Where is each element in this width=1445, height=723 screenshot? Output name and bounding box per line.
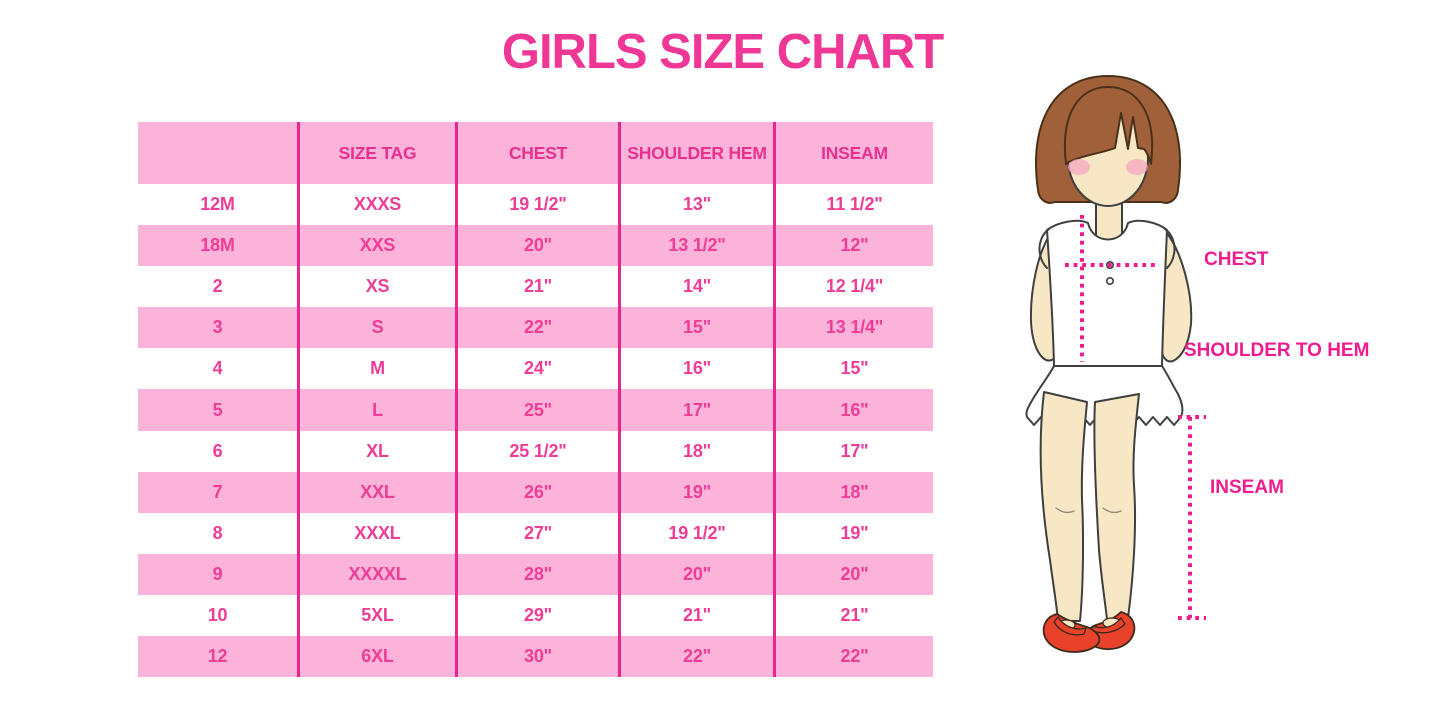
table-cell: 12 1/4" xyxy=(773,266,933,308)
table-cell: XXXS xyxy=(297,184,455,226)
table-cell: 2 xyxy=(212,276,223,297)
table-row: 9 XXXXL 28" 20" 20" xyxy=(138,553,933,595)
blush-right xyxy=(1126,159,1148,175)
table-cell: 6XL xyxy=(297,636,455,678)
table-cell: 12" xyxy=(773,225,933,267)
table-cell: 14" xyxy=(618,266,773,308)
table-cell: 26" xyxy=(455,471,618,513)
blush-left xyxy=(1068,159,1090,175)
header-cell-blank xyxy=(138,122,297,184)
table-cell: 13 1/4" xyxy=(773,307,933,349)
table-cell: 22" xyxy=(455,307,618,349)
table-row: 10 5XL 29" 21" 21" xyxy=(138,594,933,637)
table-cell: XL xyxy=(297,430,455,472)
table-cell: M xyxy=(297,348,455,390)
table-cell: 22" xyxy=(773,636,933,678)
table-cell: 12 xyxy=(207,646,228,667)
girl-measurement-illustration xyxy=(1025,75,1206,653)
table-row: 12M XXXS 19 1/2" 13" 11 1/2" xyxy=(138,184,933,226)
shoe-right-strap xyxy=(1091,617,1126,634)
header-cell-shoulder-hem: SHOULDER HEM xyxy=(618,122,773,184)
knee-line-right xyxy=(1102,507,1122,514)
table-cell: 19" xyxy=(618,471,773,513)
table-cell: 21" xyxy=(773,594,933,637)
table-row: 2 XS 21" 14" 12 1/4" xyxy=(138,266,933,308)
table-row: 4 M 24" 16" 15" xyxy=(138,348,933,390)
table-cell: 17" xyxy=(618,389,773,431)
ruffle-left xyxy=(1038,228,1050,269)
table-cell: 20" xyxy=(455,225,618,267)
table-cell: 20" xyxy=(773,553,933,595)
table-cell: 19 1/2" xyxy=(455,184,618,226)
table-cell: 16" xyxy=(618,348,773,390)
table-cell: S xyxy=(297,307,455,349)
inseam-label: INSEAM xyxy=(1210,477,1284,498)
table-row: 12 6XL 30" 22" 22" xyxy=(138,636,933,678)
table-row: 3 S 22" 15" 13 1/4" xyxy=(138,307,933,349)
table-cell: 22" xyxy=(618,636,773,678)
table-body: 12M XXXS 19 1/2" 13" 11 1/2" 18M XXS 20" 13 1/2"… xyxy=(138,184,933,678)
table-cell: XXL xyxy=(297,471,455,513)
table-row: 18M XXS 20" 13 1/2" 12" xyxy=(138,225,933,267)
table-cell: 10 xyxy=(207,604,228,625)
table-cell: 21" xyxy=(618,594,773,637)
table-cell: 13 1/2" xyxy=(618,225,773,267)
measurement-lines xyxy=(1065,215,1206,620)
table-cell: 15" xyxy=(618,307,773,349)
knee-line-left xyxy=(1055,507,1075,514)
header-cell-inseam: INSEAM xyxy=(773,122,933,184)
table-cell: XS xyxy=(297,266,455,308)
table-cell: 4 xyxy=(212,358,223,379)
leg-left xyxy=(1039,391,1088,622)
table-cell: 20" xyxy=(618,553,773,595)
table-cell: 29" xyxy=(455,594,618,637)
table-cell: 7 xyxy=(212,481,223,502)
table-cell: 3 xyxy=(212,317,223,338)
table-cell: 27" xyxy=(455,512,618,554)
table-cell: 18" xyxy=(773,471,933,513)
header-cell-size-tag: SIZE TAG xyxy=(297,122,455,184)
chest-label: CHEST xyxy=(1204,249,1269,270)
table-cell: 5XL xyxy=(297,594,455,637)
header-cell-chest: CHEST xyxy=(455,122,618,184)
table-cell: 18M xyxy=(200,235,235,256)
page-title: GIRLS SIZE CHART xyxy=(501,25,944,79)
shoe-left-strap xyxy=(1053,616,1087,636)
table-cell: 25" xyxy=(455,389,618,431)
table-row: 8 XXXL 27" 19 1/2" 19" xyxy=(138,512,933,554)
table-cell: XXXXL xyxy=(297,553,455,595)
table-cell: L xyxy=(297,389,455,431)
table-row: 5 L 25" 17" 16" xyxy=(138,389,933,431)
table-cell: XXS xyxy=(297,225,455,267)
table-cell: 15" xyxy=(773,348,933,390)
shoulder-to-hem-label: SHOULDER TO HEM xyxy=(1184,340,1370,361)
table-cell: 30" xyxy=(455,636,618,678)
table-cell: 13" xyxy=(618,184,773,226)
leg-right xyxy=(1093,393,1140,621)
button-bottom xyxy=(1106,277,1115,286)
table-cell: 18" xyxy=(618,430,773,472)
table-cell: 12M xyxy=(200,194,235,215)
table-cell: 24" xyxy=(455,348,618,390)
table-cell: 21" xyxy=(455,266,618,308)
table-cell: 16" xyxy=(773,389,933,431)
table-cell: 8 xyxy=(212,522,223,543)
table-row: 6 XL 25 1/2" 18" 17" xyxy=(138,430,933,472)
table-row: 7 XXL 26" 19" 18" xyxy=(138,471,933,513)
table-cell: 28" xyxy=(455,553,618,595)
table-cell: XXXL xyxy=(297,512,455,554)
table-cell: 19" xyxy=(773,512,933,554)
table-cell: 9 xyxy=(212,563,223,584)
table-cell: 25 1/2" xyxy=(455,430,618,472)
size-chart-table: SIZE TAG CHEST SHOULDER HEM INSEAM 12M XX… xyxy=(138,122,933,678)
table-header-row: SIZE TAG CHEST SHOULDER HEM INSEAM xyxy=(138,122,933,184)
ruffle-right xyxy=(1164,228,1176,269)
top xyxy=(1046,219,1168,367)
table-cell: 19 1/2" xyxy=(618,512,773,554)
table-cell: 17" xyxy=(773,430,933,472)
table-cell: 11 1/2" xyxy=(773,184,933,226)
table-cell: 5 xyxy=(212,399,223,420)
table-cell: 6 xyxy=(212,440,223,461)
